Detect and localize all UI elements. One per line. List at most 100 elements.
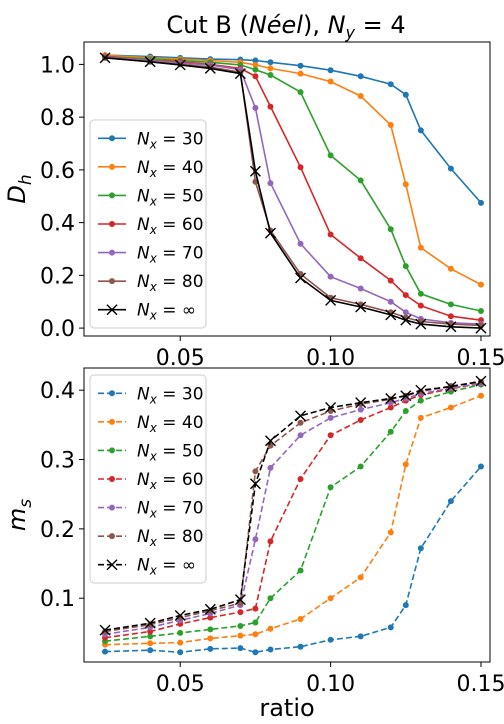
data-point: [402, 91, 409, 98]
y-tick-label: 0.1: [40, 587, 75, 612]
legend-marker: [109, 192, 115, 199]
legend-label: Nx = ∞: [137, 556, 196, 578]
data-point-stroke: [415, 318, 427, 330]
legend-item: Nx = ∞: [98, 301, 196, 323]
data-point-stroke: [249, 478, 261, 490]
data-point: [252, 605, 259, 612]
data-point-stroke: [385, 393, 397, 405]
data-point-stroke: [174, 610, 186, 622]
data-point: [234, 594, 246, 606]
data-point: [297, 62, 304, 69]
data-point: [357, 417, 364, 424]
data-point-stroke: [355, 301, 367, 313]
legend-label: Nx = 50: [137, 186, 204, 208]
legend-marker: [109, 476, 115, 482]
data-point: [385, 393, 397, 405]
legend-marker: [106, 304, 118, 316]
data-point: [295, 272, 307, 284]
data-point: [477, 463, 484, 470]
data-point-stroke: [144, 56, 156, 68]
legend: Nx = 30 Nx = 40 Nx = 50 Nx = 60 Nx = 70 Nx = …: [89, 119, 207, 329]
data-point: [325, 294, 337, 306]
data-point: [177, 629, 184, 636]
data-point: [357, 406, 364, 413]
data-point: [174, 610, 186, 622]
data-point: [447, 404, 454, 411]
data-point: [327, 414, 334, 421]
data-point: [147, 640, 154, 647]
series-line: [104, 382, 482, 636]
legend-item: Nx = 80: [98, 272, 204, 294]
data-point: [447, 165, 454, 172]
legend-label: Nx = 60: [137, 470, 204, 492]
legend-marker: [109, 504, 115, 511]
data-point: [297, 89, 304, 96]
data-point: [325, 402, 337, 414]
data-point: [297, 475, 304, 482]
data-point: [207, 645, 214, 652]
data-point: [267, 595, 274, 602]
data-point: [267, 71, 274, 78]
data-point: [147, 647, 154, 654]
data-point: [475, 322, 487, 334]
data-point: [99, 624, 111, 636]
legend-item: Nx = ∞: [98, 556, 196, 578]
legend-marker: [106, 559, 118, 571]
legend-label: Nx = 70: [137, 499, 204, 521]
legend-item: Nx = 40: [98, 413, 204, 435]
y-axis-label: ms: [3, 499, 36, 531]
y-tick-label: 1.0: [40, 53, 75, 78]
data-point: [102, 648, 109, 655]
data-point: [357, 285, 364, 292]
y-tick-label: 0.8: [40, 106, 75, 131]
data-point: [327, 636, 334, 643]
data-point-stroke: [385, 309, 397, 321]
legend-item: Nx = 70: [98, 499, 204, 521]
legend-marker: [109, 221, 115, 227]
data-point-stroke: [475, 375, 487, 387]
data-point: [445, 321, 457, 333]
y-tick-label: 0.4: [40, 379, 75, 404]
data-point: [477, 307, 484, 314]
data-point: [385, 309, 397, 321]
data-point: [402, 602, 409, 609]
data-point-stroke: [415, 384, 427, 396]
series-Nx=50: [102, 53, 484, 314]
data-point: [355, 301, 367, 313]
data-point: [267, 625, 274, 632]
data-point-stroke: [204, 603, 216, 615]
data-point: [267, 180, 274, 187]
data-point: [264, 227, 276, 239]
data-point: [387, 428, 394, 435]
data-point: [147, 633, 154, 640]
data-point: [477, 199, 484, 206]
legend-label: Nx = ∞: [137, 301, 196, 323]
data-point: [417, 127, 424, 134]
y-tick-label: 0.3: [40, 449, 75, 474]
data-point-stroke: [445, 321, 457, 333]
legend-item: Nx = 70: [98, 244, 204, 266]
data-point: [417, 397, 424, 404]
y-tick-label: 0.4: [40, 212, 75, 237]
data-point: [297, 432, 304, 439]
data-point: [147, 628, 154, 635]
data-point: [327, 273, 334, 280]
data-point: [475, 375, 487, 387]
legend-item: Nx = 30: [98, 129, 204, 151]
data-point: [477, 392, 484, 399]
data-point: [297, 240, 304, 247]
data-point: [417, 244, 424, 251]
series-line: [104, 380, 482, 631]
data-point: [402, 309, 409, 316]
legend-label: Nx = 70: [137, 244, 204, 266]
data-point: [327, 595, 334, 602]
data-point: [387, 529, 394, 536]
legend-box: [89, 119, 207, 329]
legend-marker: [109, 390, 115, 397]
data-point-stroke: [234, 68, 246, 80]
data-point: [252, 57, 259, 64]
data-point: [417, 545, 424, 552]
